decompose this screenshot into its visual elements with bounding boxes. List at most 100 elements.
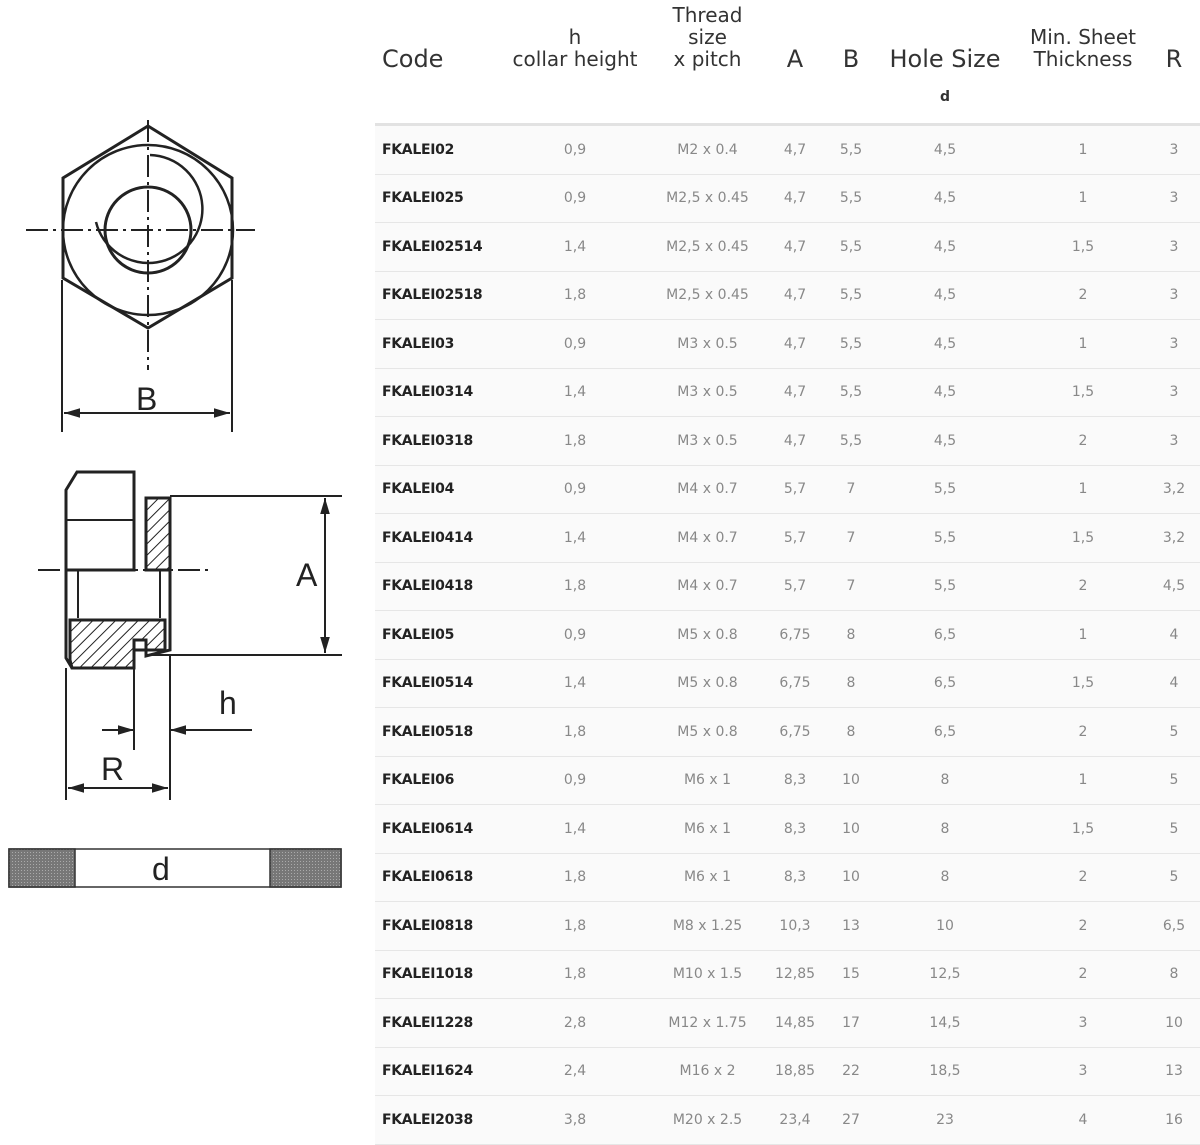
cell-a: 6,75 [760,707,830,757]
cell-r: 5 [1148,756,1200,805]
header-hole-size: Hole Size [889,45,1001,73]
cell-code: FKALEI0314 [375,368,495,417]
table-row: FKALEI04 0,9 M4 x 0.7 5,7 7 5,5 1 3,2 [375,465,1200,514]
cell-b: 5,5 [830,124,872,175]
cell-r: 4,5 [1148,562,1200,611]
cell-b: 5,5 [830,368,872,417]
cell-collar-height: 2,4 [495,1047,655,1096]
cell-min-sheet-thickness: 2 [1018,707,1148,757]
cell-hole-size: 6,5 [872,707,1018,757]
cell-thread-size: M5 x 0.8 [655,659,760,708]
cell-a: 5,7 [760,513,830,563]
cell-collar-height: 1,4 [495,222,655,272]
cell-r: 5 [1148,707,1200,757]
cell-a: 4,7 [760,416,830,466]
cell-b: 7 [830,465,872,514]
cell-collar-height: 1,4 [495,804,655,854]
cell-a: 10,3 [760,901,830,951]
cell-hole-size: 4,5 [872,319,1018,369]
cell-min-sheet-thickness: 1 [1018,465,1148,514]
cell-thread-size: M4 x 0.7 [655,465,760,514]
cell-code: FKALEI05 [375,610,495,660]
table-row: FKALEI0514 1,4 M5 x 0.8 6,75 8 6,5 1,5 4 [375,659,1200,708]
cell-code: FKALEI0514 [375,659,495,708]
cell-min-sheet-thickness: 1 [1018,319,1148,369]
cell-code: FKALEI1624 [375,1047,495,1096]
cell-thread-size: M6 x 1 [655,853,760,902]
cell-b: 13 [830,901,872,951]
header-r: R [1165,45,1183,73]
cell-b: 10 [830,853,872,902]
cell-collar-height: 0,9 [495,174,655,223]
cell-b: 10 [830,756,872,805]
cell-hole-size: 8 [872,804,1018,854]
cell-code: FKALEI06 [375,756,495,805]
cell-code: FKALEI1018 [375,950,495,999]
cell-thread-size: M2,5 x 0.45 [655,222,760,272]
cell-a: 4,7 [760,319,830,369]
nut-technical-drawing: B A h R d [8,120,342,888]
cell-hole-size: 5,5 [872,513,1018,563]
dimension-label-b: B [136,381,157,417]
cell-r: 3 [1148,416,1200,466]
cell-min-sheet-thickness: 3 [1018,1047,1148,1096]
cell-r: 3,2 [1148,465,1200,514]
cell-min-sheet-thickness: 2 [1018,416,1148,466]
cell-r: 3 [1148,174,1200,223]
specification-table: Code h collar height Thread size x pitch A … [375,0,1200,1145]
table-row: FKALEI0518 1,8 M5 x 0.8 6,75 8 6,5 2 5 [375,707,1200,757]
table-row: FKALEI0314 1,4 M3 x 0.5 4,7 5,5 4,5 1,5 3 [375,368,1200,417]
cell-code: FKALEI2038 [375,1095,495,1145]
cell-a: 4,7 [760,174,830,223]
cell-code: FKALEI04 [375,465,495,514]
cell-hole-size: 6,5 [872,610,1018,660]
cell-a: 8,3 [760,804,830,854]
cell-thread-size: M5 x 0.8 [655,707,760,757]
hole-section [8,848,342,888]
cell-code: FKALEI0318 [375,416,495,466]
cell-hole-size: 4,5 [872,271,1018,320]
cell-hole-size: 18,5 [872,1047,1018,1096]
cell-code: FKALEI0614 [375,804,495,854]
cell-r: 5 [1148,853,1200,902]
table-row: FKALEI0418 1,8 M4 x 0.7 5,7 7 5,5 2 4,5 [375,562,1200,611]
cell-min-sheet-thickness: 2 [1018,562,1148,611]
cell-min-sheet-thickness: 1 [1018,124,1148,175]
table-row: FKALEI1624 2,4 M16 x 2 18,85 22 18,5 3 13 [375,1047,1200,1096]
cell-r: 3 [1148,124,1200,175]
cell-collar-height: 1,4 [495,368,655,417]
cell-hole-size: 4,5 [872,174,1018,223]
cell-b: 8 [830,659,872,708]
cell-thread-size: M2,5 x 0.45 [655,174,760,223]
cell-hole-size: 4,5 [872,222,1018,272]
cell-collar-height: 0,9 [495,124,655,175]
cell-hole-size: 12,5 [872,950,1018,999]
cell-min-sheet-thickness: 1,5 [1018,513,1148,563]
cell-hole-size: 4,5 [872,368,1018,417]
table-row: FKALEI0618 1,8 M6 x 1 8,3 10 8 2 5 [375,853,1200,902]
header-code: Code [382,45,444,73]
cell-collar-height: 2,8 [495,998,655,1048]
cell-hole-size: 14,5 [872,998,1018,1048]
cell-hole-size: 8 [872,853,1018,902]
cell-collar-height: 0,9 [495,319,655,369]
cell-a: 4,7 [760,271,830,320]
cell-a: 12,85 [760,950,830,999]
cell-code: FKALEI02514 [375,222,495,272]
cell-thread-size: M6 x 1 [655,756,760,805]
cell-a: 5,7 [760,562,830,611]
cell-hole-size: 5,5 [872,465,1018,514]
cell-thread-size: M2 x 0.4 [655,124,760,175]
table-row: FKALEI0614 1,4 M6 x 1 8,3 10 8 1,5 5 [375,804,1200,854]
cell-hole-size: 6,5 [872,659,1018,708]
cell-a: 4,7 [760,124,830,175]
cell-thread-size: M3 x 0.5 [655,368,760,417]
header-min-sheet-thickness: Min. Sheet Thickness [1029,25,1137,71]
cell-collar-height: 1,8 [495,901,655,951]
cell-thread-size: M10 x 1.5 [655,950,760,999]
cell-collar-height: 1,8 [495,271,655,320]
cell-b: 27 [830,1095,872,1145]
cell-thread-size: M8 x 1.25 [655,901,760,951]
cell-hole-size: 4,5 [872,416,1018,466]
cell-min-sheet-thickness: 1,5 [1018,804,1148,854]
